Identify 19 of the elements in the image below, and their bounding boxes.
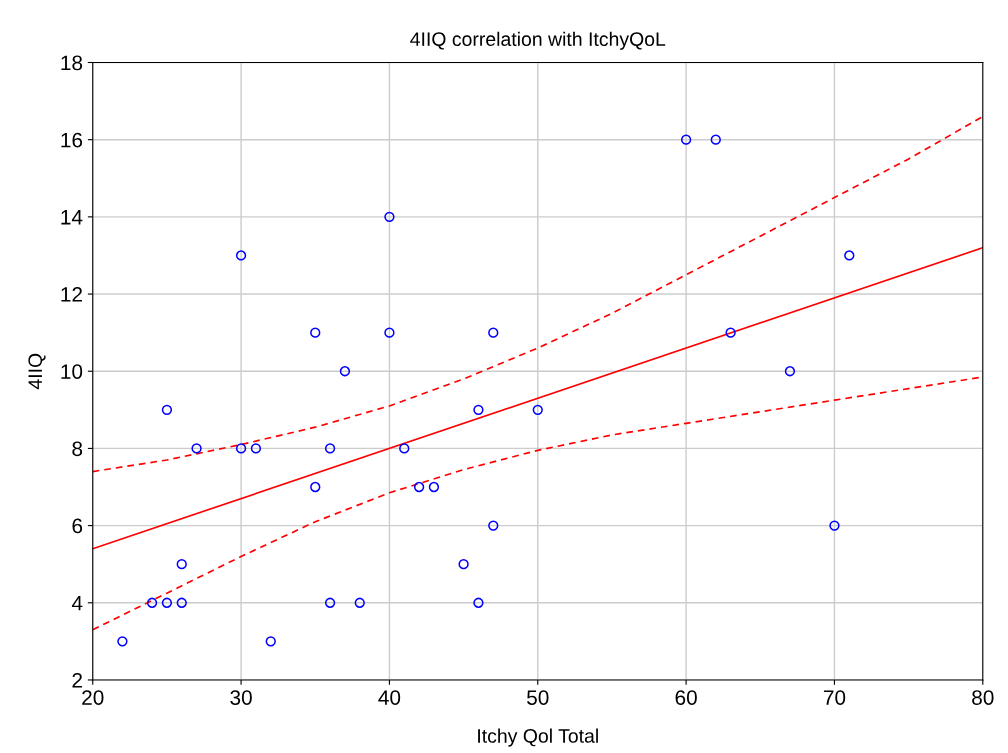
y-tick-label: 10 [61, 364, 83, 379]
x-tick-label: 20 [82, 690, 104, 705]
x-tick-label: 80 [972, 690, 994, 705]
x-tick-label: 50 [527, 690, 549, 705]
y-tick-label: 18 [61, 55, 83, 71]
y-tick-label: 4 [71, 595, 83, 611]
y-tick-label: 16 [61, 132, 83, 148]
x-tick-label: 30 [230, 690, 252, 705]
y-tick-label: 2 [72, 672, 82, 688]
x-tick-label: 60 [675, 690, 697, 705]
y-tick-label: 8 [72, 441, 83, 457]
y-axis-title: 4IIQ [28, 353, 46, 390]
y-tick-label: 12 [61, 287, 82, 302]
x-tick-label: 40 [378, 690, 401, 705]
y-tick-label: 6 [72, 518, 83, 534]
chart-title: 4IIQ correlation with ItchyQoL [410, 31, 666, 50]
y-tick-label: 14 [61, 210, 83, 225]
x-axis-title: Itchy Qol Total [478, 728, 598, 747]
x-tick-label: 70 [823, 690, 846, 705]
